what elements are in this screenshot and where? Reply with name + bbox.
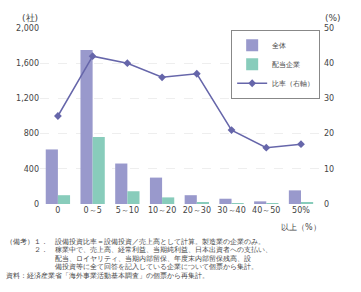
svg-text:30～40: 30～40 <box>217 206 245 215</box>
svg-text:40～50: 40～50 <box>252 206 280 215</box>
svg-text:50%: 50% <box>292 206 310 215</box>
svg-text:800: 800 <box>24 129 39 138</box>
svg-text:1,600: 1,600 <box>16 59 39 68</box>
svg-text:5～10: 5～10 <box>116 206 139 215</box>
svg-text:(%): (%) <box>325 13 341 23</box>
svg-text:以上（%）: 以上（%） <box>281 223 321 232</box>
svg-text:0～5: 0～5 <box>84 206 102 215</box>
svg-text:0: 0 <box>34 200 39 209</box>
svg-text:20～30: 20～30 <box>183 206 211 215</box>
svg-text:全体: 全体 <box>272 42 286 50</box>
svg-text:（備考）１． 設備投資比率＝設備投資／売上高として計算。製造: （備考）１． 設備投資比率＝設備投資／売上高として計算。製造業の企業のみ。 ２．… <box>6 238 272 280</box>
svg-text:比率（右軸）: 比率（右軸） <box>272 80 314 88</box>
svg-text:30: 30 <box>324 94 334 103</box>
svg-text:10～20: 10～20 <box>148 206 176 215</box>
svg-text:0: 0 <box>324 200 329 209</box>
svg-text:2,000: 2,000 <box>16 24 39 33</box>
svg-text:20: 20 <box>324 129 334 138</box>
svg-text:(社): (社) <box>22 13 38 23</box>
svg-text:10: 10 <box>324 165 334 174</box>
svg-text:配当企業: 配当企業 <box>272 61 300 69</box>
svg-text:400: 400 <box>24 165 39 174</box>
svg-text:50: 50 <box>324 24 334 33</box>
svg-text:40: 40 <box>324 59 334 68</box>
svg-text:0: 0 <box>55 206 60 215</box>
svg-text:1,200: 1,200 <box>16 94 39 103</box>
